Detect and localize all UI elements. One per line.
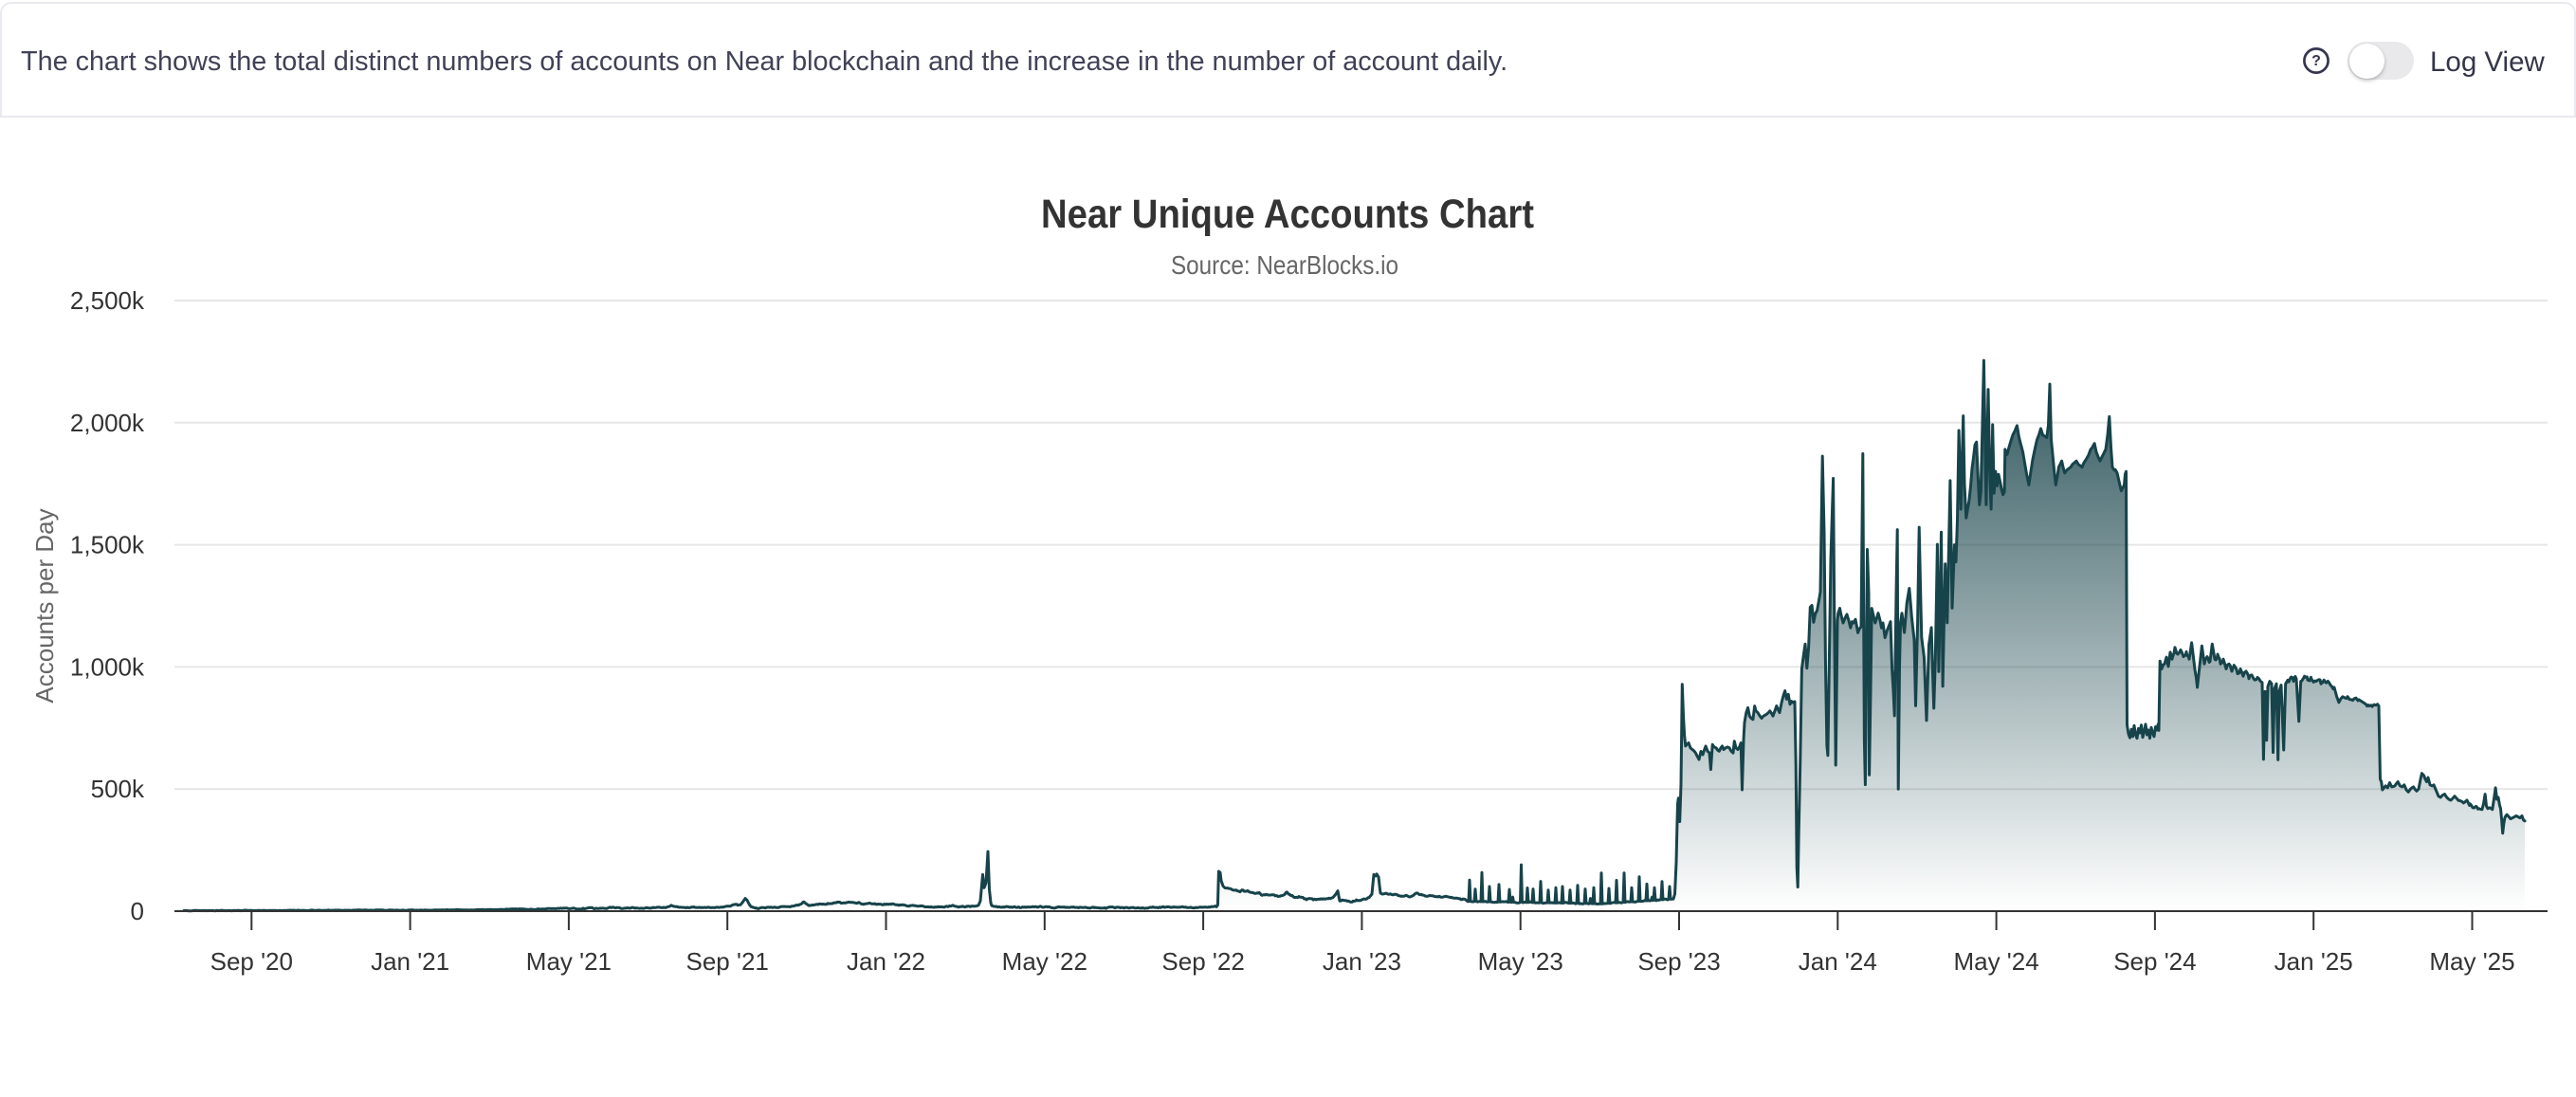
svg-text:May '22: May '22 xyxy=(1002,947,1087,976)
svg-text:2,500k: 2,500k xyxy=(70,286,145,315)
svg-text:Sep '20: Sep '20 xyxy=(210,947,293,976)
svg-text:1,500k: 1,500k xyxy=(70,531,145,559)
svg-text:Jan '23: Jan '23 xyxy=(1323,947,1401,976)
svg-text:May '25: May '25 xyxy=(2429,947,2514,976)
svg-text:Sep '22: Sep '22 xyxy=(1161,947,1244,976)
svg-text:Jan '24: Jan '24 xyxy=(1799,947,1877,976)
svg-text:May '21: May '21 xyxy=(526,947,612,976)
svg-text:May '23: May '23 xyxy=(1478,947,1563,976)
svg-text:Sep '23: Sep '23 xyxy=(1637,947,1720,976)
svg-text:Source: NearBlocks.io: Source: NearBlocks.io xyxy=(1171,250,1398,280)
svg-text:Near Unique Accounts Chart: Near Unique Accounts Chart xyxy=(1041,192,1534,237)
svg-text:Accounts per Day: Accounts per Day xyxy=(30,508,59,703)
svg-text:Jan '25: Jan '25 xyxy=(2275,947,2353,976)
svg-text:Sep '24: Sep '24 xyxy=(2113,947,2196,976)
svg-text:Jan '22: Jan '22 xyxy=(847,947,925,976)
svg-text:500k: 500k xyxy=(91,775,145,803)
svg-text:0: 0 xyxy=(131,897,144,925)
svg-text:Sep '21: Sep '21 xyxy=(686,947,769,976)
svg-text:1,000k: 1,000k xyxy=(70,652,145,681)
svg-text:May '24: May '24 xyxy=(1953,947,2038,976)
svg-text:2,000k: 2,000k xyxy=(70,409,145,437)
svg-text:Jan '21: Jan '21 xyxy=(371,947,449,976)
svg-text:?: ? xyxy=(2311,53,2321,69)
